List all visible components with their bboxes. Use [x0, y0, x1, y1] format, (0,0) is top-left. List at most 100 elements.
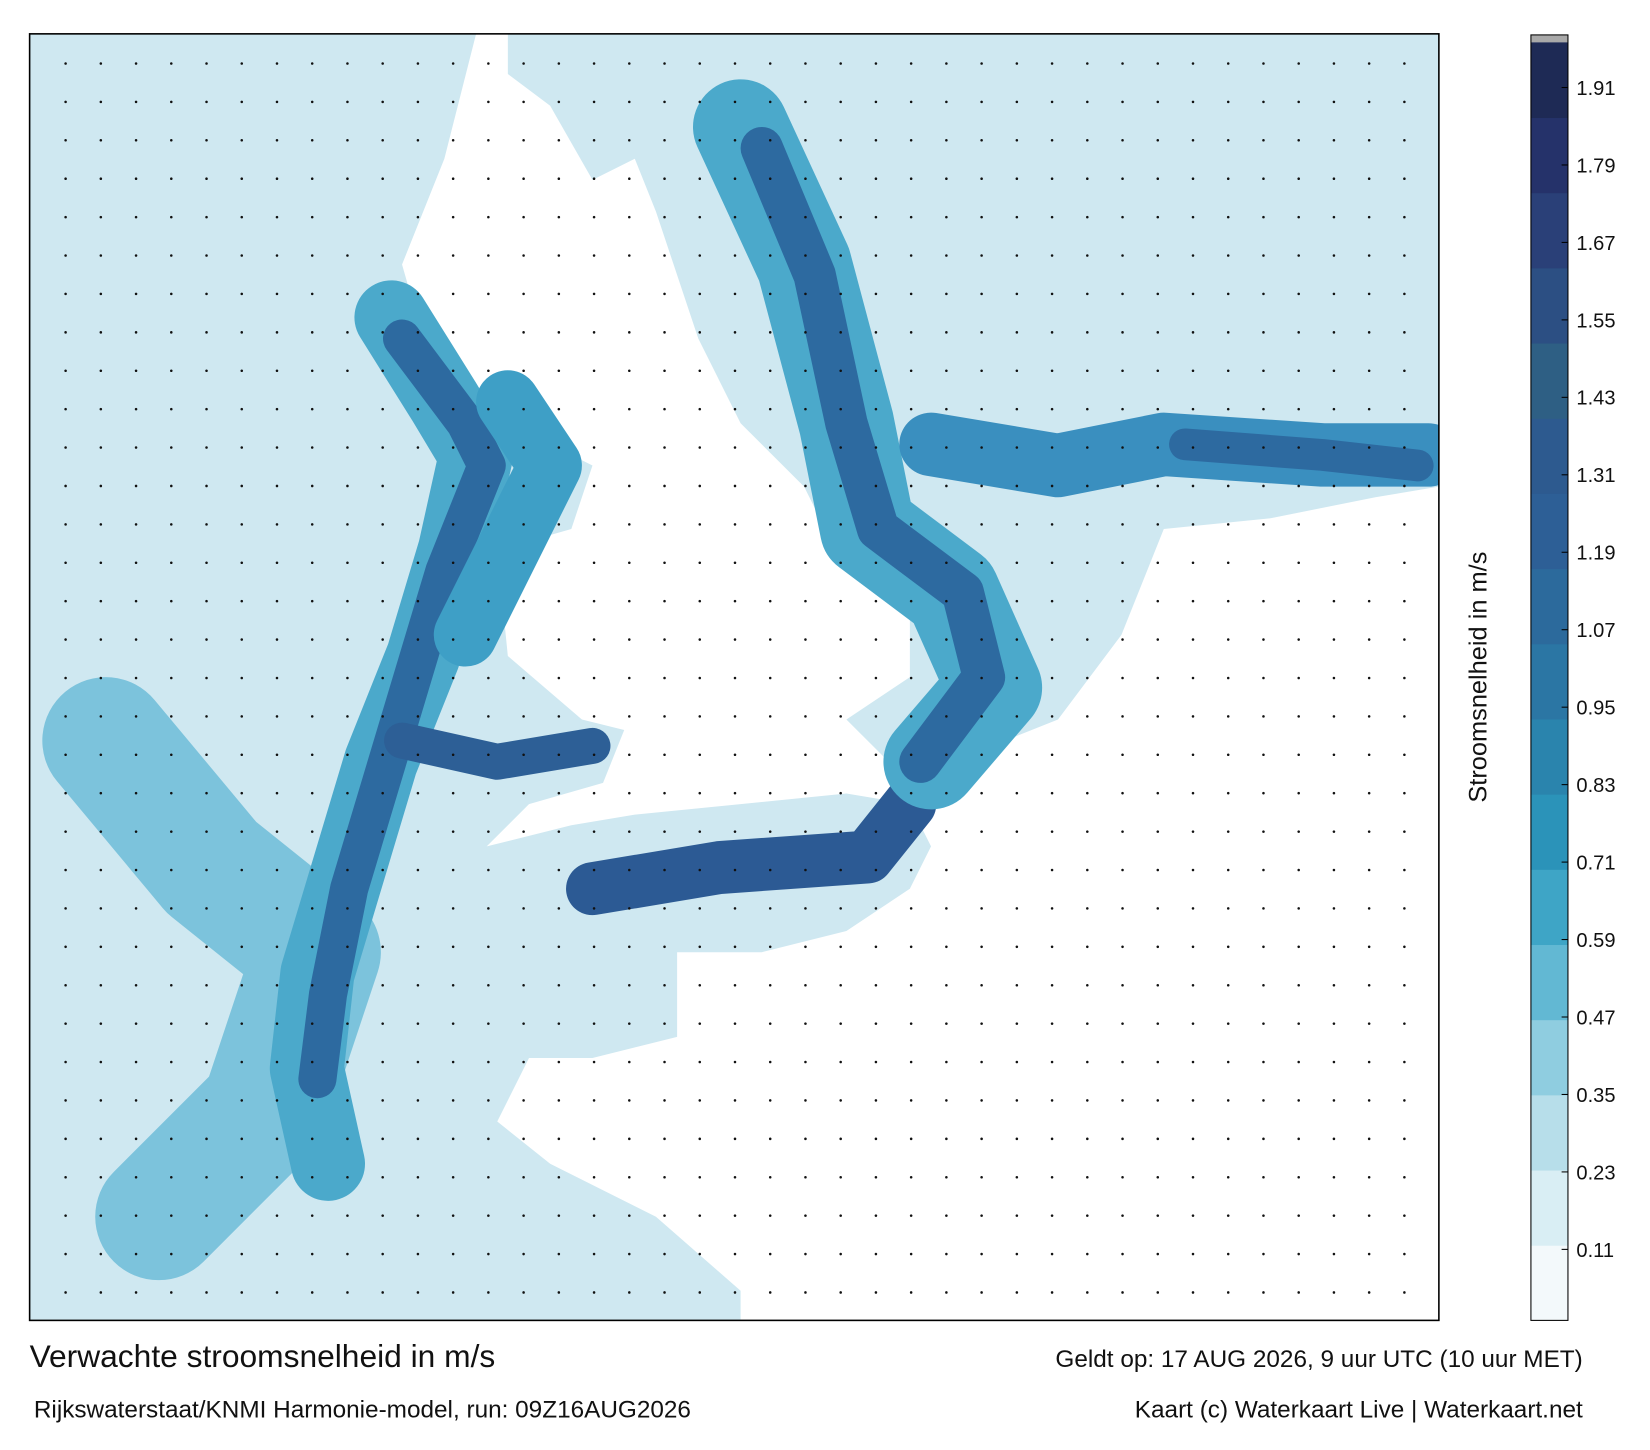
grid-point [1121, 1099, 1124, 1102]
grid-point [240, 484, 244, 488]
grid-point [240, 215, 244, 219]
grid-point [663, 100, 666, 104]
grid-point [1367, 1252, 1371, 1256]
grid-point [522, 139, 525, 142]
grid-point [1226, 254, 1230, 257]
grid-point [768, 1137, 772, 1141]
grid-point [980, 907, 983, 910]
grid-point [1297, 753, 1300, 757]
grid-point [522, 1099, 525, 1102]
grid-point [909, 1137, 913, 1141]
grid-point [804, 446, 807, 449]
grid-point [381, 215, 384, 219]
grid-point [945, 331, 948, 334]
grid-point [1332, 907, 1336, 910]
grid-point [522, 1137, 525, 1141]
grid-point [170, 1252, 173, 1256]
grid-point [416, 254, 420, 257]
grid-point [1226, 446, 1230, 449]
grid-point [1262, 791, 1265, 795]
grid-point [663, 1060, 666, 1064]
grid-point [804, 139, 807, 142]
grid-point [346, 1022, 349, 1025]
grid-point [804, 523, 807, 526]
grid-point [1191, 1060, 1195, 1064]
grid-point [416, 177, 420, 180]
grid-point [170, 1214, 173, 1217]
grid-point [1156, 983, 1160, 987]
grid-point [909, 177, 913, 180]
grid-point [592, 484, 596, 488]
grid-point [275, 791, 279, 795]
grid-point [1332, 1022, 1336, 1025]
grid-point [980, 1099, 983, 1102]
grid-point [804, 830, 807, 833]
grid-point [628, 830, 631, 833]
grid-point [416, 331, 420, 334]
grid-point [1050, 1137, 1054, 1141]
grid-point [416, 139, 420, 142]
grid-point [804, 1175, 807, 1179]
grid-point [1156, 1060, 1160, 1064]
grid-point [733, 523, 737, 526]
grid-point [1121, 715, 1124, 718]
grid-point [1262, 331, 1265, 334]
grid-point [628, 753, 631, 757]
grid-point [1121, 446, 1124, 449]
grid-point [839, 830, 842, 833]
grid-point [945, 715, 948, 718]
grid-point [275, 484, 279, 488]
grid-point [1050, 1214, 1054, 1217]
grid-point [945, 62, 948, 65]
grid-point [1086, 407, 1089, 411]
grid-point [1403, 331, 1406, 334]
grid-point [557, 561, 561, 565]
grid-point [275, 868, 279, 872]
grid-point [733, 292, 737, 296]
grid-point [1156, 1291, 1160, 1294]
grid-point [1086, 830, 1089, 833]
grid-point [64, 407, 67, 411]
grid-point [557, 62, 561, 65]
grid-point [1262, 1214, 1265, 1217]
grid-point [134, 907, 138, 910]
grid-point [381, 715, 384, 718]
grid-point [945, 215, 948, 219]
grid-point [768, 791, 772, 795]
grid-point [487, 1291, 490, 1294]
grid-point [1156, 599, 1160, 603]
grid-point [1050, 407, 1054, 411]
grid-point [170, 407, 173, 411]
grid-point [980, 139, 983, 142]
grid-point [1403, 907, 1406, 910]
grid-point [874, 292, 878, 296]
grid-point [381, 830, 384, 833]
grid-point [698, 254, 702, 257]
grid-point [1086, 177, 1089, 180]
grid-point [1297, 676, 1300, 680]
grid-point [1121, 1252, 1124, 1256]
grid-point [804, 1291, 807, 1294]
grid-point [1050, 177, 1054, 180]
grid-point [451, 523, 455, 526]
grid-point [1332, 676, 1336, 680]
grid-point [487, 676, 490, 680]
grid-point [1297, 1214, 1300, 1217]
grid-point [346, 1099, 349, 1102]
grid-point [1262, 753, 1265, 757]
grid-point [134, 868, 138, 872]
grid-point [522, 561, 525, 565]
grid-point [1156, 523, 1160, 526]
grid-point [980, 599, 983, 603]
grid-point [240, 715, 244, 718]
grid-point [1015, 830, 1019, 833]
grid-point [874, 945, 878, 949]
grid-point [346, 599, 349, 603]
grid-point [1226, 983, 1230, 987]
colorbar-band [1530, 643, 1568, 720]
grid-point [134, 1099, 138, 1102]
grid-point [205, 983, 208, 987]
grid-point [1086, 983, 1089, 987]
grid-point [557, 446, 561, 449]
grid-point [592, 753, 596, 757]
